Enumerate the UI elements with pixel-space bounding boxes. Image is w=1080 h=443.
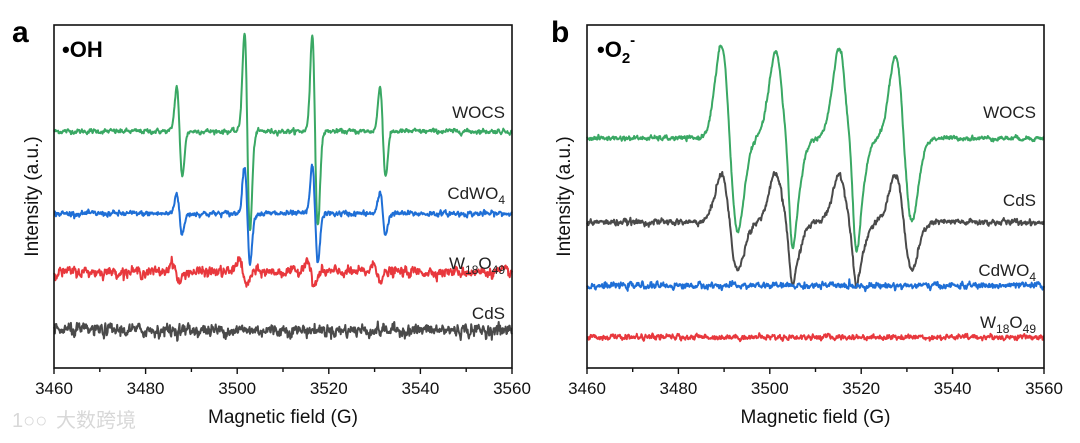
watermark: 1○○ 大数跨境 bbox=[12, 409, 136, 432]
series-label-wocs: WOCS bbox=[452, 103, 505, 122]
series-label-part: 49 bbox=[492, 263, 506, 277]
series-line-wocs bbox=[586, 44, 1045, 253]
radical-title-part: 2 bbox=[622, 50, 630, 67]
series-label-part: CdWO bbox=[447, 184, 498, 203]
x-tick-label: 3500 bbox=[751, 379, 789, 398]
series-label-part: W bbox=[980, 313, 996, 332]
x-tick-label: 3540 bbox=[934, 379, 972, 398]
y-axis-title: Intensity (a.u.) bbox=[22, 136, 43, 256]
series-label-cdwo4: CdWO4 bbox=[447, 184, 505, 207]
x-tick-label: 3520 bbox=[310, 379, 348, 398]
x-tick-label: 3500 bbox=[218, 379, 256, 398]
x-tick-label: 3560 bbox=[493, 379, 531, 398]
series-label-part: 18 bbox=[465, 263, 479, 277]
series-label-part: O bbox=[1009, 313, 1022, 332]
series-label-w18o49: W18O49 bbox=[980, 313, 1036, 336]
series-line-wocs bbox=[53, 32, 513, 232]
series-label-wocs: WOCS bbox=[983, 103, 1036, 122]
radical-species-title: •O2- bbox=[597, 32, 635, 67]
radical-title-part: - bbox=[630, 32, 635, 49]
panel-letter: b bbox=[551, 16, 569, 49]
series-label-part: 4 bbox=[498, 193, 505, 207]
series-label-part: 4 bbox=[1029, 270, 1036, 284]
watermark-text: 大数跨境 bbox=[56, 409, 136, 432]
series-label-part: CdWO bbox=[978, 261, 1029, 280]
series-label-part: O bbox=[478, 254, 491, 273]
series-label-cds: CdS bbox=[1003, 191, 1036, 210]
radical-title-part: •O bbox=[597, 37, 622, 62]
x-tick-label: 3480 bbox=[127, 379, 165, 398]
series-line-cdwo4 bbox=[53, 163, 513, 266]
series-line-cds bbox=[586, 171, 1045, 289]
y-axis-title: Intensity (a.u.) bbox=[554, 136, 575, 256]
x-axis-title: Magnetic field (G) bbox=[741, 407, 891, 428]
series-line-cdwo4 bbox=[586, 278, 1045, 293]
x-tick-label: 3460 bbox=[568, 379, 606, 398]
x-tick-label: 3460 bbox=[35, 379, 73, 398]
series-label-part: CdS bbox=[1003, 191, 1036, 210]
x-tick-label: 3520 bbox=[842, 379, 880, 398]
series-label-cds: CdS bbox=[472, 304, 505, 323]
radical-species-title: •OH bbox=[62, 37, 103, 62]
series-line-w18o49 bbox=[53, 255, 513, 288]
series-label-part: CdS bbox=[472, 304, 505, 323]
panel-a: a WOCS CdWO4 W18O49 CdS 3460 3480 3500 3520 3540 3… bbox=[12, 16, 531, 428]
series-label-part: WOCS bbox=[983, 103, 1036, 122]
radical-title-part: •OH bbox=[62, 37, 103, 62]
series-label-part: 49 bbox=[1023, 322, 1037, 336]
series-line-w18o49 bbox=[586, 332, 1045, 343]
panel-b: b WOCS CdS CdWO4 W18O49 3460 3480 3500 3520 3540 3… bbox=[551, 16, 1063, 428]
series-label-part: WOCS bbox=[452, 103, 505, 122]
series-label-w18o49: W18O49 bbox=[449, 254, 505, 277]
series-label-part: 18 bbox=[996, 322, 1010, 336]
x-axis-title: Magnetic field (G) bbox=[208, 407, 358, 428]
watermark-logo-icon: 1○○ bbox=[12, 410, 47, 432]
series-label-part: W bbox=[449, 254, 465, 273]
x-tick-label: 3480 bbox=[659, 379, 697, 398]
series-line-cds bbox=[53, 320, 513, 342]
x-tick-label: 3560 bbox=[1025, 379, 1063, 398]
panel-letter: a bbox=[12, 16, 29, 49]
series-label-cdwo4: CdWO4 bbox=[978, 261, 1036, 284]
x-tick-label: 3540 bbox=[401, 379, 439, 398]
